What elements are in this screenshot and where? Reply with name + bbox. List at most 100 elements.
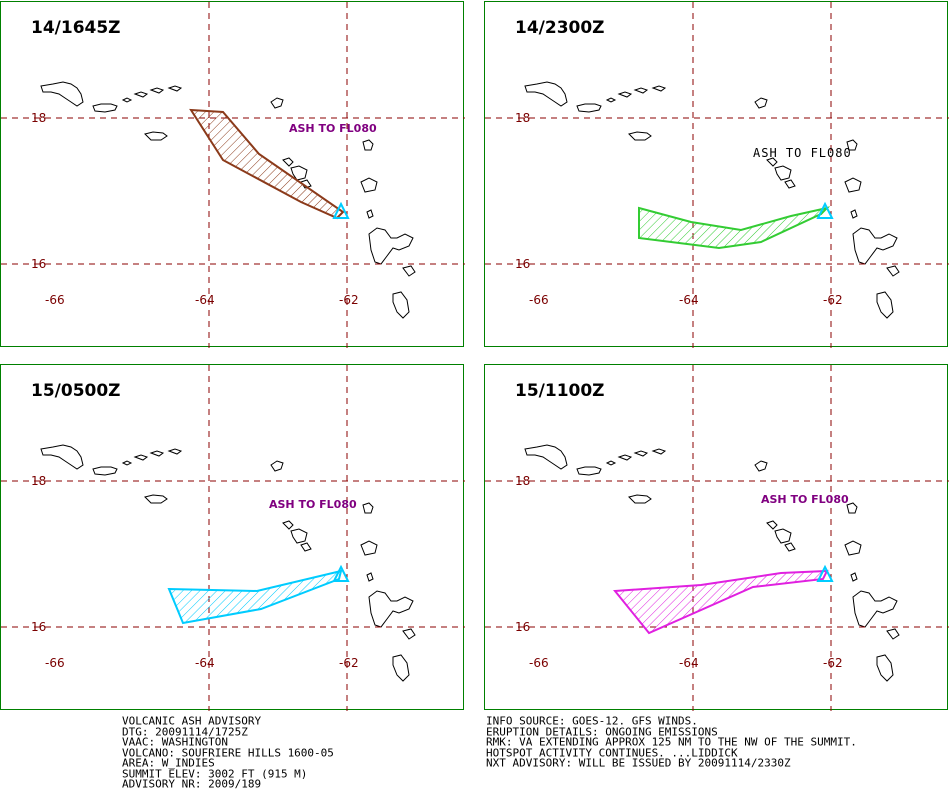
island-outline [92,103,118,113]
island-outline [270,97,284,109]
longitude-label: -66 [529,293,549,307]
island-outline [402,265,416,277]
map-canvas: 18 16 -66 -64 -62 ASH TO FL080 [485,365,949,711]
ash-altitude-label: ASH TO FL080 [289,122,377,135]
island-outline [844,177,862,193]
island-outline [167,448,183,455]
ash-altitude-label: ASH TO FL080 [753,146,852,160]
island-outline [846,502,858,514]
advisory-line: ERUPTION DETAILS: ONGOING EMISSIONS [486,725,718,738]
island-outline [605,460,617,466]
island-outline [167,85,183,92]
map-canvas: 18 16 -66 -64 -62 ASH TO FL080 [485,2,949,348]
volcano-triangle-icon [332,564,350,582]
longitude-label: -64 [195,656,215,670]
island-outline [282,157,294,167]
longitude-label: -62 [823,656,843,670]
advisory-line: SUMMIT ELEV: 3002 FT (915 M) [122,767,308,780]
graticule [485,2,949,348]
island-outline [766,157,778,167]
island-outline [633,450,649,457]
island-outline [524,444,568,470]
island-outline [784,179,796,189]
island-outline [368,227,414,265]
coastline [524,444,900,682]
island-outline [628,131,652,141]
longitude-label: -66 [45,656,65,670]
advisory-line: VAAC: WASHINGTON [122,736,228,749]
island-outline [754,97,768,109]
latitude-label: 16 [515,257,530,271]
island-outline [886,265,900,277]
island-outline [774,528,792,544]
island-outline [282,520,294,530]
advisory-line: AREA: W_INDIES [122,757,215,770]
island-outline [392,654,410,682]
latitude-label: 16 [515,620,530,634]
longitude-label: -62 [339,293,359,307]
advisory-line: INFO SOURCE: GOES-12. GFS WINDS. [486,715,698,728]
volcano-triangle-icon [816,564,834,582]
latitude-label: 18 [31,111,46,125]
island-outline [300,542,312,552]
island-outline [784,542,796,552]
ash-plume-polygon [638,206,831,250]
advisory-line: HOTSPOT ACTIVITY CONTINUES. ...LIDDICK [486,746,738,759]
island-outline [360,540,378,556]
island-outline [40,444,84,470]
ash-altitude-label: ASH TO FL080 [269,498,357,511]
island-outline [290,528,308,544]
island-outline [886,628,900,640]
longitude-label: -66 [45,293,65,307]
island-outline [576,466,602,476]
coastline [524,81,900,319]
ash-plume-polygon [613,569,829,635]
island-outline [121,97,133,103]
island-outline [852,227,898,265]
island-outline [876,291,894,319]
island-outline [121,460,133,466]
advisory-header-text: VOLCANIC ASH ADVISORY DTG: 20091114/1725… [122,715,334,791]
longitude-label: -66 [529,656,549,670]
advisory-details-text: INFO SOURCE: GOES-12. GFS WINDS. ERUPTIO… [486,715,857,770]
map-panel-4: 18 16 -66 -64 -62 ASH TO FL080 15/1100Z [484,364,949,711]
longitude-label: -64 [679,656,699,670]
map-panel-2: 18 16 -66 -64 -62 ASH TO FL080 14/2300Z [484,1,949,348]
island-outline [633,87,649,94]
island-outline [402,628,416,640]
ash-plume-polygon [167,569,343,625]
island-outline [651,85,667,92]
island-outline [133,91,149,98]
island-outline [617,454,633,461]
panel-time-title: 15/0500Z [31,381,121,401]
panel-time-title: 15/1100Z [515,381,605,401]
island-outline [133,454,149,461]
island-outline [850,209,858,219]
latitude-label: 18 [31,474,46,488]
island-outline [362,139,374,151]
map-canvas: 18 16 -66 -64 -62 ASH TO FL080 [1,2,465,348]
island-outline [362,502,374,514]
ash-altitude-label: ASH TO FL080 [761,493,849,506]
advisory-line: VOLCANIC ASH ADVISORY [122,715,262,728]
island-outline [846,139,858,151]
advisory-line: RMK: VA EXTENDING APPROX 125 NM TO THE N… [486,736,857,749]
island-outline [368,590,414,628]
island-outline [844,540,862,556]
island-outline [850,572,858,582]
longitude-label: -64 [679,293,699,307]
map-canvas: 18 16 -66 -64 -62 ASH TO FL080 [1,365,465,711]
island-outline [524,81,568,107]
island-outline [605,97,617,103]
ash-plume-polygon [189,108,345,220]
advisory-line: VOLCANO: SOUFRIERE HILLS 1600-05 [122,746,334,759]
island-outline [576,103,602,113]
island-outline [149,87,165,94]
island-outline [92,466,118,476]
longitude-label: -62 [339,656,359,670]
island-outline [144,494,168,504]
island-outline [290,165,308,181]
panel-time-title: 14/2300Z [515,18,605,38]
island-outline [392,291,410,319]
map-panel-1: 18 16 -66 -64 -62 ASH TO FL080 14/1645Z [0,1,465,348]
